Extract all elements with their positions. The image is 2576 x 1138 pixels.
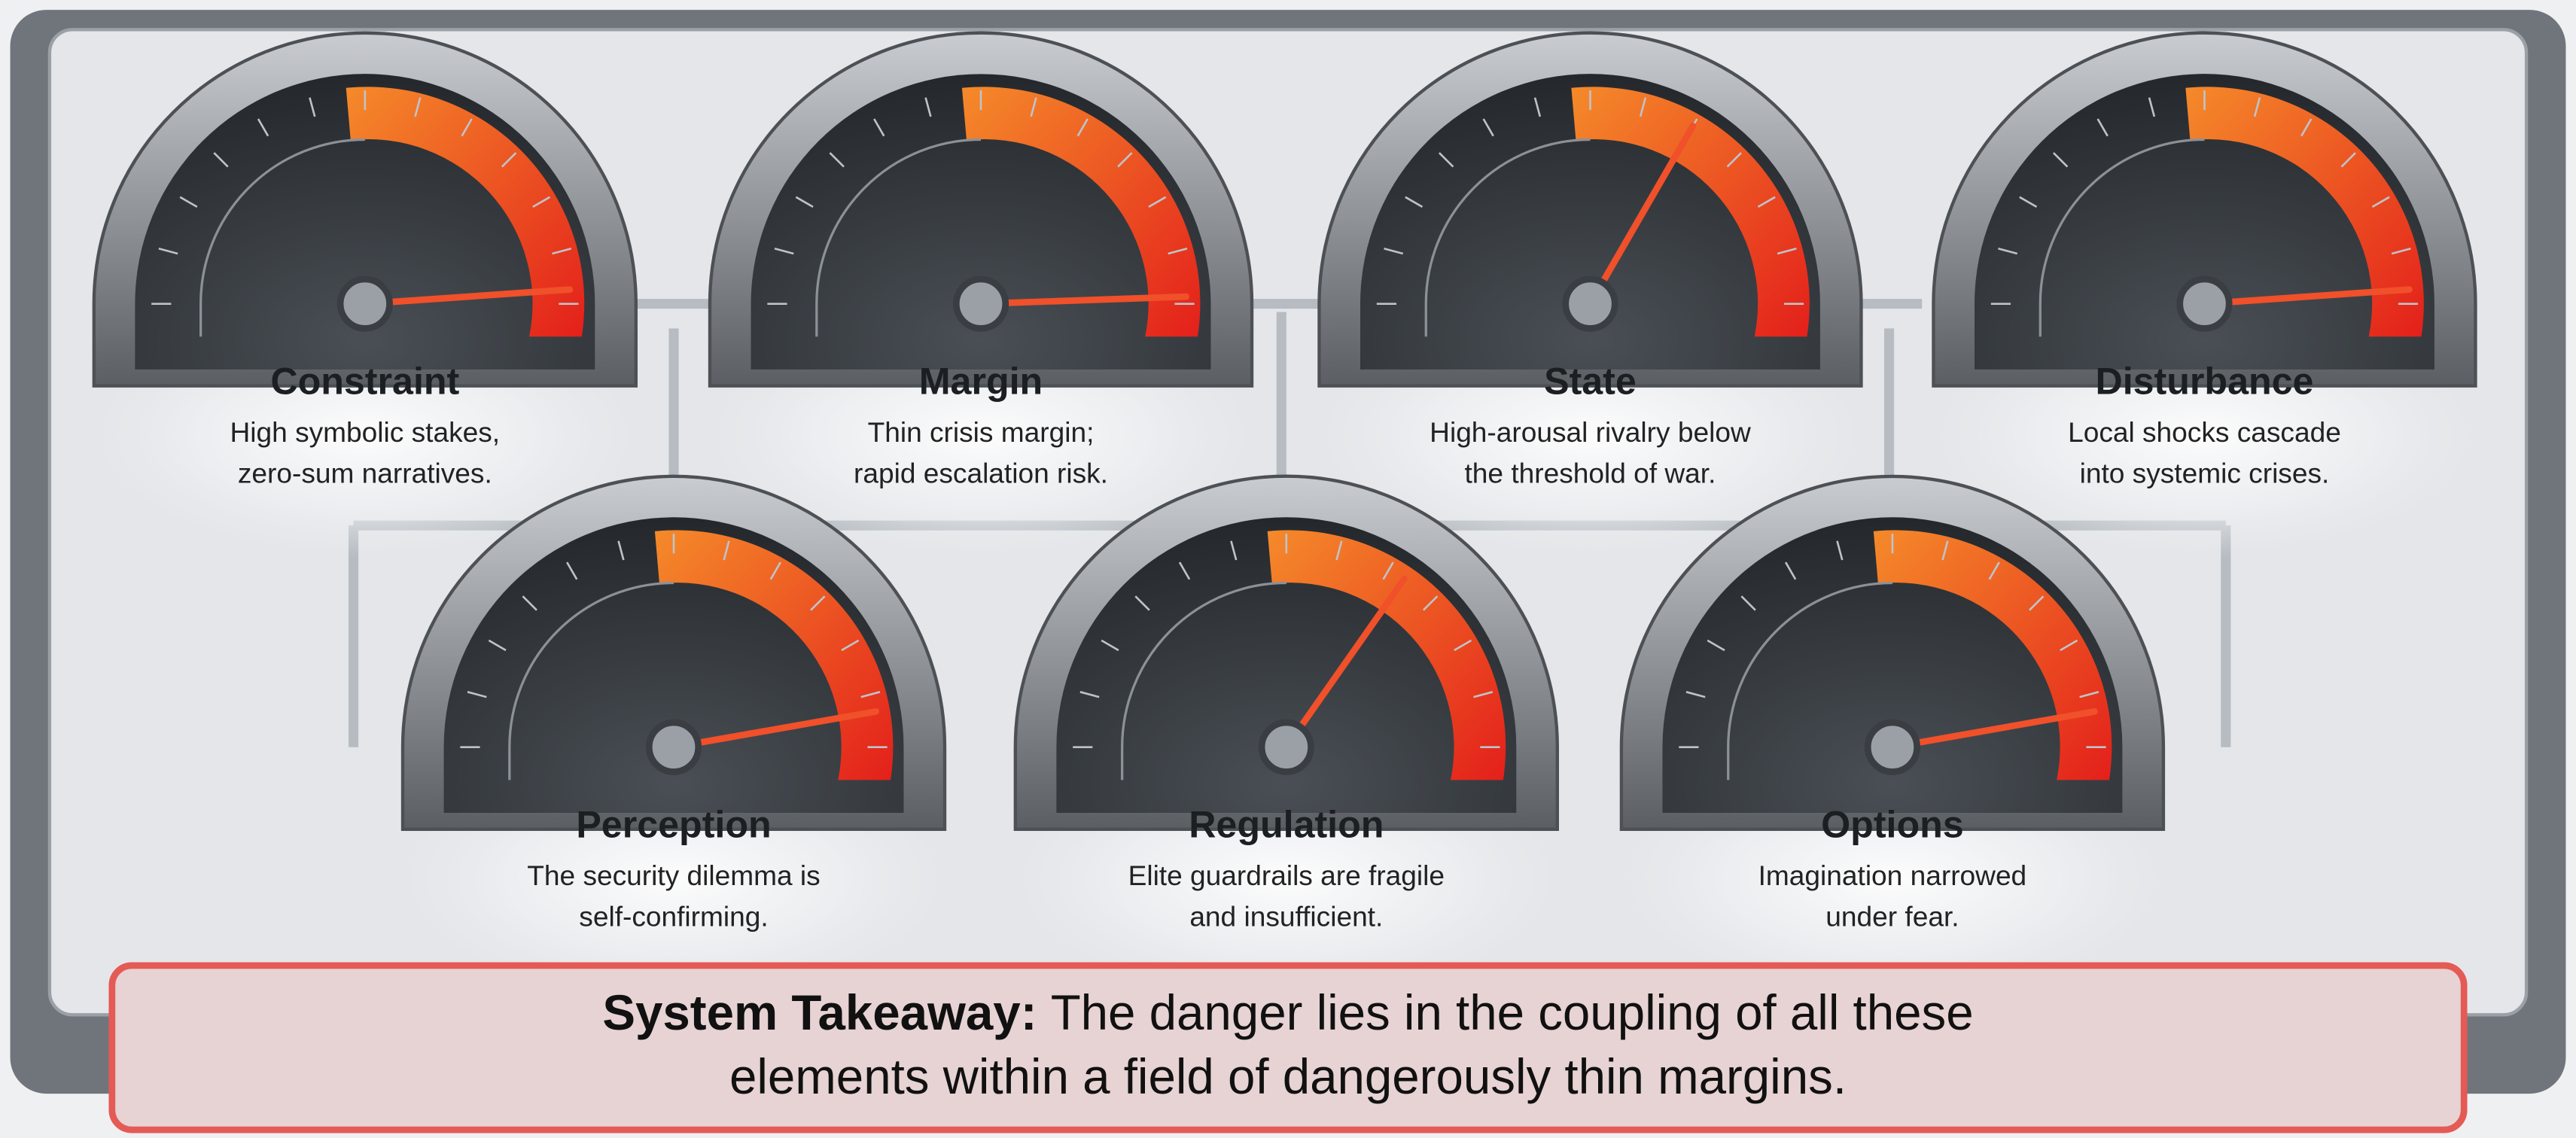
gauge-description: High symbolic stakes, [230, 416, 501, 448]
gauge-description: Elite guardrails are fragile [1128, 860, 1445, 891]
gauge-description: into systemic crises. [2080, 457, 2330, 488]
gauge-description: self-confirming. [579, 901, 768, 933]
gauge-hub [340, 279, 389, 328]
gauge-description: and insufficient. [1189, 901, 1383, 933]
gauge-description: under fear. [1825, 901, 1959, 933]
gauge-hub [1262, 723, 1311, 771]
panel: Constraint High symbolic stakes, zero-sum … [0, 0, 2576, 1138]
gauge-description: rapid escalation risk. [854, 457, 1108, 488]
gauge-description: Local shocks cascade [2068, 416, 2341, 448]
takeaway-text: The danger lies in the coupling of all t… [1051, 985, 1974, 1040]
gauge-title: Constraint [270, 361, 459, 403]
gauge-description: High-arousal rivalry below [1430, 416, 1751, 448]
page: Constraint High symbolic stakes, zero-sum … [0, 0, 2576, 1138]
gauge-title: Margin [919, 361, 1043, 403]
gauge-title: Disturbance [2095, 361, 2313, 403]
gauge-hub [1566, 279, 1615, 328]
gauge-title: Perception [576, 804, 771, 846]
takeaway-text: elements within a field of dangerously t… [729, 1049, 1847, 1104]
gauge-description: Imagination narrowed [1758, 860, 2027, 891]
gauge-description: The security dilemma is [527, 860, 820, 891]
gauge-hub [1868, 723, 1917, 771]
gauge-hub [2180, 279, 2229, 328]
gauge-hub [956, 279, 1005, 328]
gauge-hub [649, 723, 698, 771]
takeaway-label: System Takeaway: [602, 985, 1037, 1040]
gauge-title: Regulation [1189, 804, 1384, 846]
gauge-description: Thin crisis margin; [868, 416, 1095, 448]
takeaway-line: System Takeaway: The danger lies in the … [602, 985, 1973, 1040]
gauge-description: the threshold of war. [1465, 457, 1716, 488]
gauge-title: Options [1821, 804, 1964, 846]
gauge-description: zero-sum narratives. [238, 457, 492, 488]
gauge-title: State [1544, 361, 1637, 403]
